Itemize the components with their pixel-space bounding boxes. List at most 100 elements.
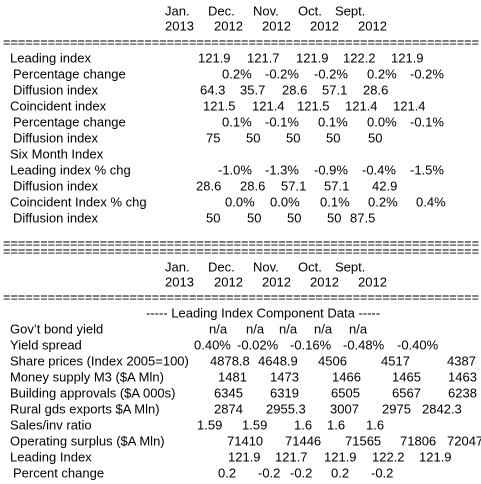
row-value: 6319: [270, 385, 299, 400]
month-header: Jan.: [165, 3, 190, 18]
year-header: 2012: [262, 18, 291, 33]
row-value: -0.2%: [314, 66, 348, 81]
row-value: -0.16%: [290, 337, 332, 352]
row-value: 121.7: [247, 50, 280, 65]
row-value: n/a: [246, 321, 265, 336]
row-value: 2975: [382, 401, 411, 416]
row-value: 121.5: [203, 98, 236, 113]
row-value: -0.40%: [397, 337, 439, 352]
row-value: -0.2: [371, 465, 393, 480]
row-value: 1.6: [327, 417, 345, 432]
row-value: 6345: [214, 385, 243, 400]
row-value: n/a: [209, 321, 228, 336]
year-header: 2013: [165, 18, 194, 33]
row-value: -0.1%: [410, 114, 444, 129]
month-header: Dec.: [208, 3, 235, 18]
row-value: 121.4: [252, 98, 285, 113]
row-value: 1473: [270, 369, 299, 384]
year-header: 2012: [214, 18, 243, 33]
row-value: 4506: [318, 353, 347, 368]
row-value: 121.9: [419, 449, 452, 464]
row-value: 121.7: [275, 449, 308, 464]
year-header: 2012: [310, 274, 339, 289]
year-header: 2012: [214, 274, 243, 289]
row-label: Percentage change: [13, 66, 126, 81]
row-value: 0.1%: [320, 194, 350, 209]
row-value: 0.0%: [367, 114, 397, 129]
row-value: 0.2%: [368, 194, 398, 209]
row-label: Diffusion index: [13, 82, 99, 97]
row-value: -0.2: [290, 465, 312, 480]
row-label: Percent change: [13, 465, 104, 480]
row-label: Leading Index: [10, 449, 92, 464]
row-label: Operating surplus ($A Mln): [10, 433, 165, 448]
year-header: 2013: [165, 274, 194, 289]
month-header: Nov.: [253, 3, 279, 18]
row-value: 6567: [392, 385, 421, 400]
row-value: 122.2: [343, 50, 376, 65]
row-value: 4517: [381, 353, 410, 368]
row-value: 121.4: [393, 98, 426, 113]
row-value: 0.2: [331, 465, 349, 480]
row-value: 42.9: [372, 178, 397, 193]
row-value: 0.2%: [222, 66, 252, 81]
row-value: 121.9: [198, 50, 231, 65]
row-label: Leading index: [10, 50, 91, 65]
year-header: 2012: [262, 274, 291, 289]
row-value: 121.4: [345, 98, 378, 113]
row-value: 121.9: [324, 449, 357, 464]
row-value: 64.3: [200, 82, 225, 97]
row-value: 57.1: [281, 178, 306, 193]
month-header: Oct.: [298, 3, 322, 18]
row-value: 1481: [218, 369, 247, 384]
row-value: 1.6: [366, 417, 384, 432]
month-header: Sept.: [335, 259, 365, 274]
separator: ========================================…: [3, 243, 479, 258]
month-header: Jan.: [165, 259, 190, 274]
row-value: 1466: [332, 369, 361, 384]
row-label: Building approvals ($A 000s): [10, 385, 176, 400]
row-value: 4387: [447, 353, 476, 368]
row-label: Rural gds exports $A Mln): [10, 401, 160, 416]
row-value: 0.2: [218, 465, 236, 480]
row-value: 2842.3: [422, 401, 462, 416]
row-value: 35.7: [240, 82, 265, 97]
row-label: Diffusion index: [13, 210, 99, 225]
row-value: 75: [206, 130, 220, 145]
row-value: 0.1%: [222, 114, 252, 129]
row-value: -0.9%: [314, 162, 348, 177]
row-value: n/a: [349, 321, 368, 336]
row-value: 50: [368, 130, 382, 145]
row-value: 121.9: [391, 50, 424, 65]
row-value: 0.2%: [367, 66, 397, 81]
row-value: 3007: [330, 401, 359, 416]
year-header: 2012: [358, 18, 387, 33]
row-value: 0.4%: [416, 194, 446, 209]
row-value: 121.9: [296, 50, 329, 65]
row-label: Sales/inv ratio: [10, 417, 92, 432]
row-value: 4648.9: [258, 353, 298, 368]
row-value: -0.48%: [343, 337, 385, 352]
row-value: -0.02%: [237, 337, 279, 352]
row-value: 0.1%: [318, 114, 348, 129]
row-value: 6505: [331, 385, 360, 400]
month-header: Dec.: [208, 259, 235, 274]
row-value: 57.1: [322, 82, 347, 97]
row-value: 72047: [447, 433, 481, 448]
row-label: Share prices (Index 2005=100): [10, 353, 189, 368]
row-value: 50: [246, 130, 260, 145]
row-value: 2874: [214, 401, 243, 416]
row-value: 4878.8: [210, 353, 250, 368]
row-value: 50: [326, 130, 340, 145]
separator: ========================================…: [3, 289, 479, 304]
row-value: 50: [286, 130, 300, 145]
separator: ========================================…: [3, 34, 479, 49]
row-label: Coincident Index % chg: [10, 194, 147, 209]
row-value: 0.40%: [194, 337, 231, 352]
row-value: n/a: [314, 321, 333, 336]
row-label: Diffusion index: [13, 178, 99, 193]
row-value: 1.6: [294, 417, 312, 432]
row-value: 6238: [448, 385, 477, 400]
